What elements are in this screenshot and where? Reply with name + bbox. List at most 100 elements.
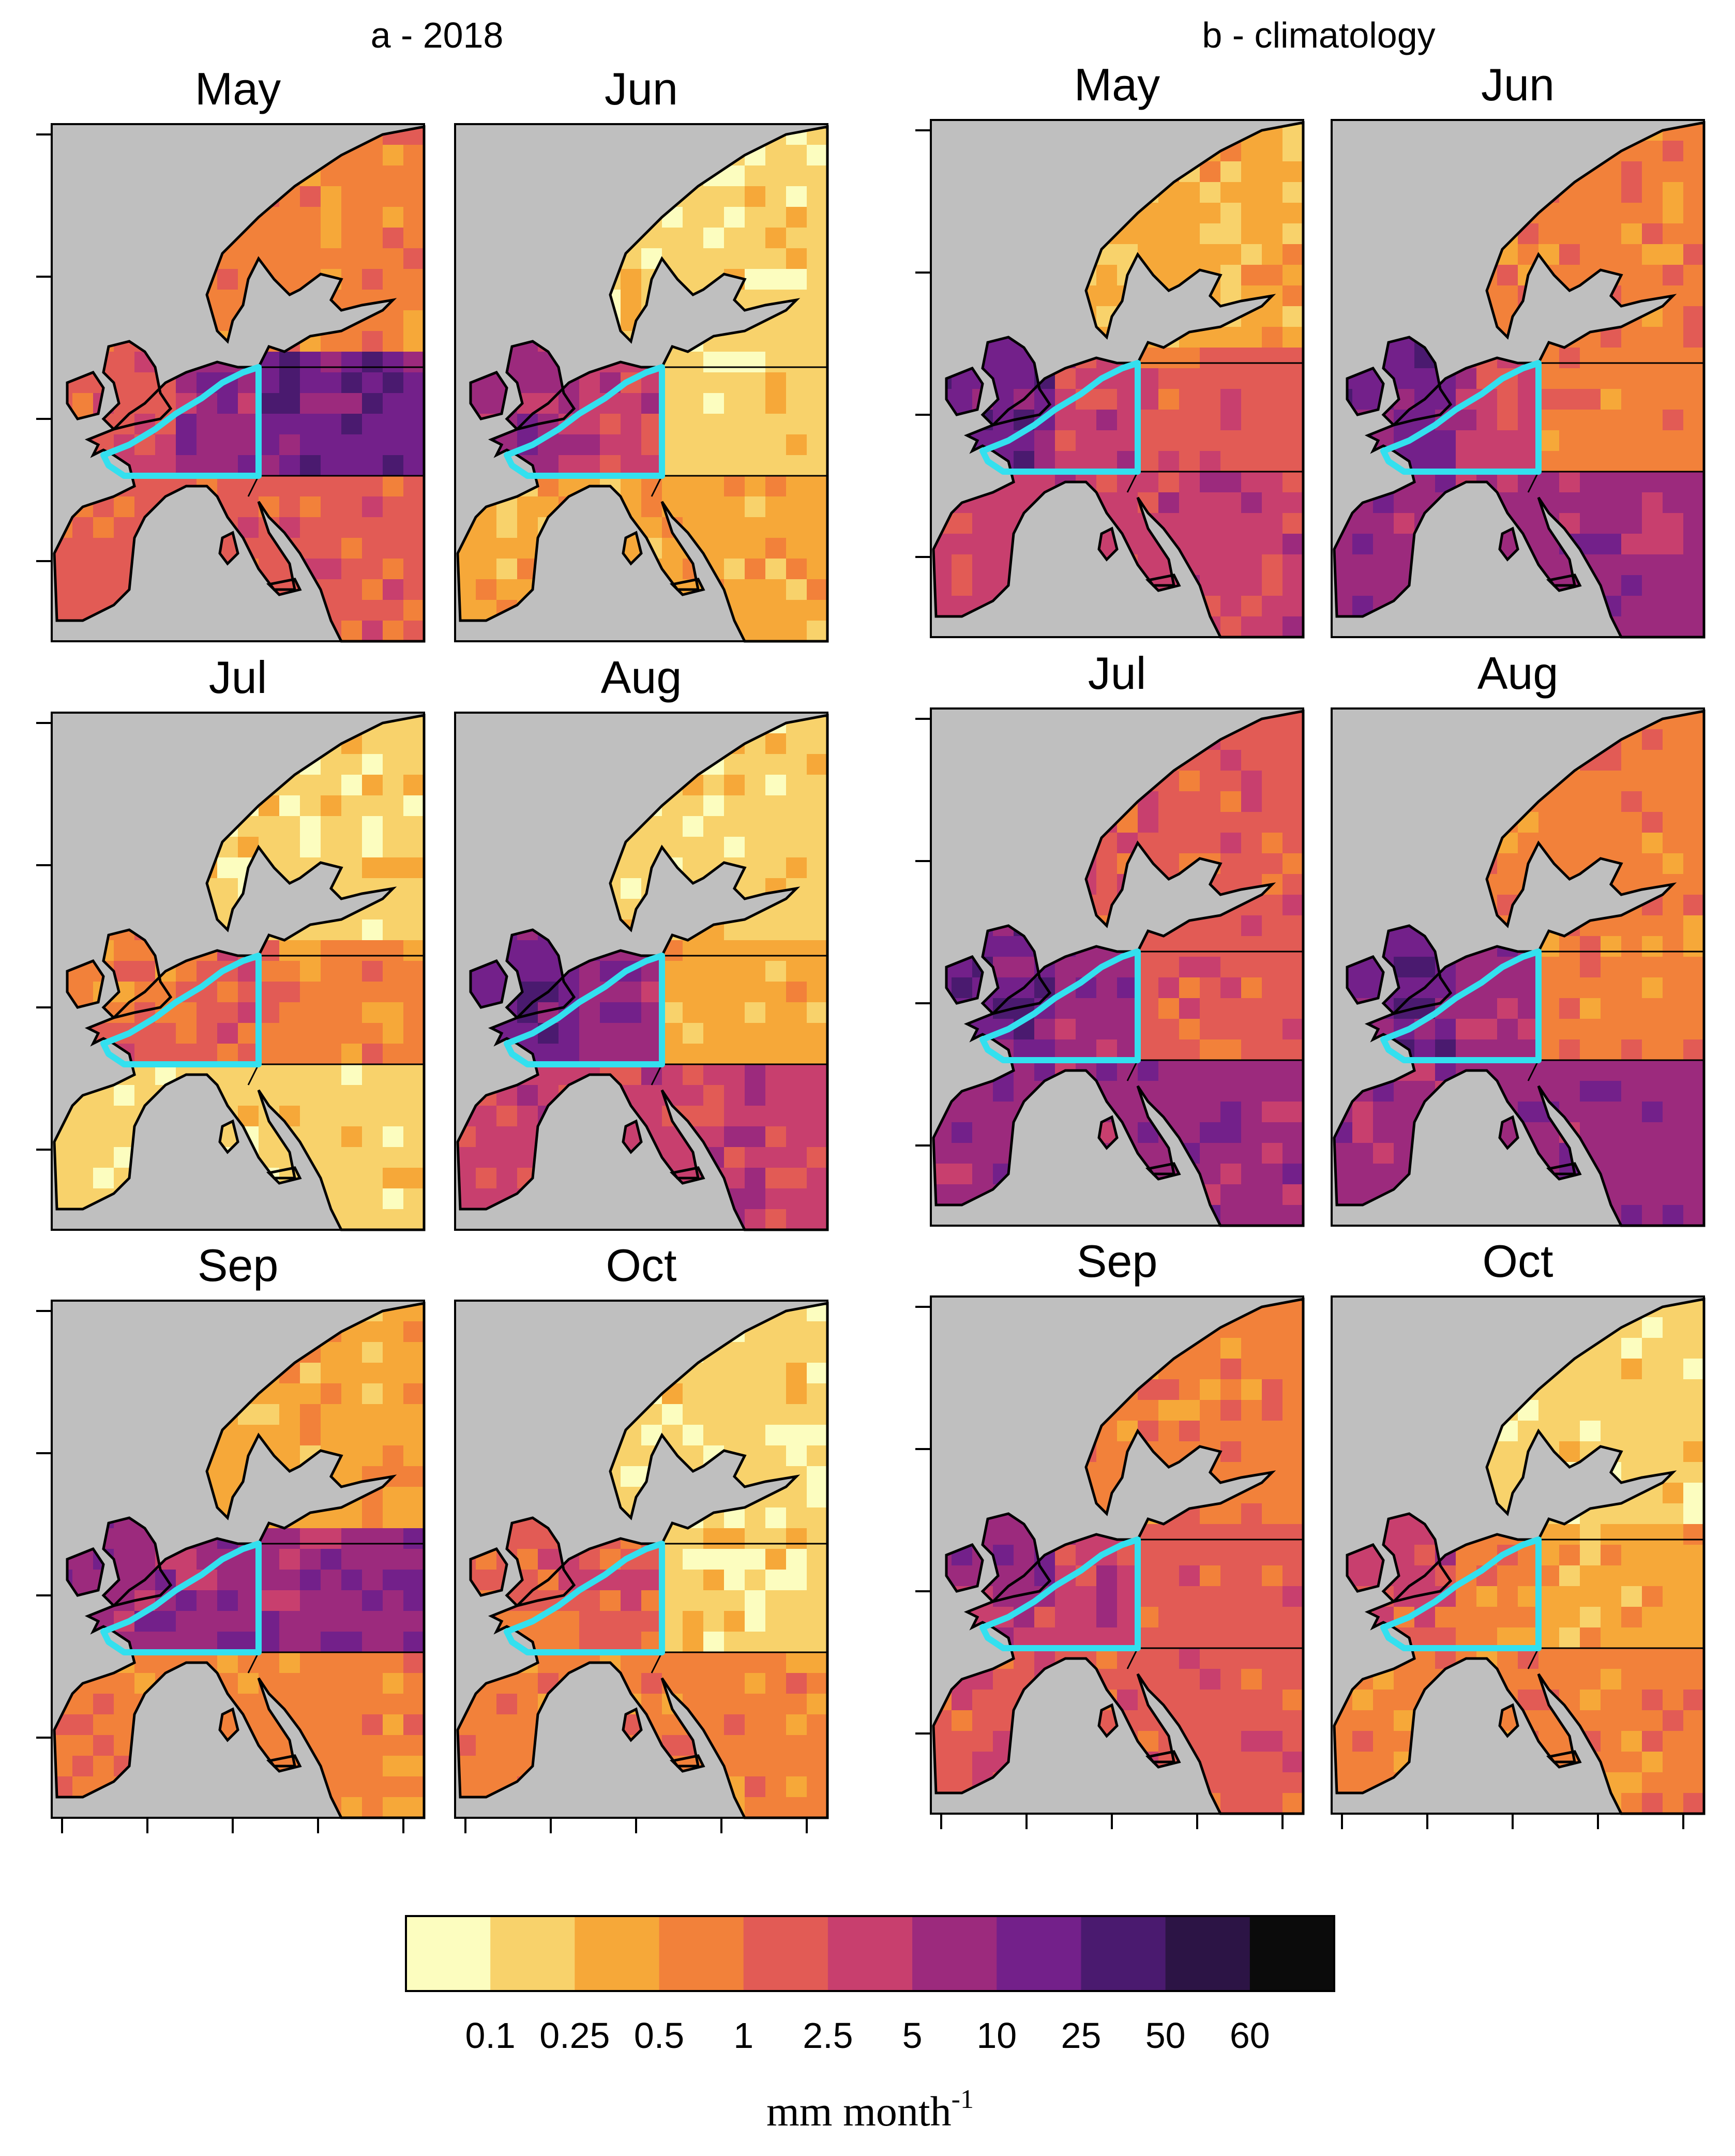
- grid-cell: [362, 1528, 383, 1549]
- grid-cell: [683, 1652, 704, 1673]
- grid-cell: [383, 775, 404, 796]
- grid-cell: [683, 1673, 704, 1694]
- grid-cell: [1220, 915, 1242, 937]
- grid-cell: [1117, 389, 1138, 410]
- grid-cell: [641, 1673, 662, 1694]
- grid-cell: [403, 1168, 424, 1189]
- grid-cell: [1179, 182, 1200, 203]
- grid-cell: [383, 496, 404, 518]
- grid-cell: [972, 575, 993, 596]
- grid-cell: [786, 795, 807, 817]
- grid-cell: [1559, 348, 1580, 369]
- grid-cell: [703, 1044, 725, 1065]
- grid-cell: [1580, 977, 1601, 999]
- grid-cell: [496, 1735, 518, 1756]
- grid-cell: [1262, 1143, 1283, 1164]
- grid-cell: [362, 1044, 383, 1065]
- grid-cell: [476, 1570, 497, 1591]
- grid-cell: [786, 754, 807, 775]
- grid-cell: [1262, 1400, 1283, 1421]
- grid-cell: [134, 1064, 156, 1085]
- grid-cell: [703, 434, 725, 456]
- grid-cell: [703, 393, 725, 414]
- grid-cell: [1179, 451, 1200, 472]
- grid-cell: [1262, 616, 1283, 637]
- grid-cell: [724, 186, 745, 207]
- grid-cell: [197, 1632, 218, 1653]
- grid-cell: [724, 1342, 745, 1363]
- region-outline: [979, 360, 1141, 475]
- grid-cell: [683, 1002, 704, 1023]
- grid-cell: [1283, 1379, 1303, 1400]
- grid-cell: [279, 1023, 300, 1044]
- grid-cell: [807, 1673, 827, 1694]
- grid-cell: [259, 393, 280, 414]
- grid-cell: [1538, 451, 1560, 472]
- grid-cell: [1200, 451, 1221, 472]
- grid-cell: [807, 434, 827, 456]
- grid-cell: [683, 1383, 704, 1405]
- grid-cell: [786, 1342, 807, 1363]
- grid-cell: [1262, 368, 1283, 389]
- grid-cell: [279, 1002, 300, 1023]
- grid-cell: [786, 1168, 807, 1189]
- grid-cell: [745, 414, 766, 435]
- grid-cell: [1200, 223, 1221, 245]
- grid-cell: [1200, 492, 1221, 514]
- grid-cell: [238, 1570, 259, 1591]
- grid-cell: [321, 228, 342, 249]
- grid-cell: [134, 1632, 156, 1653]
- grid-cell: [383, 899, 404, 920]
- grid-cell: [1642, 771, 1663, 792]
- grid-cell: [134, 1549, 156, 1570]
- grid-cell: [1200, 1143, 1221, 1164]
- grid-cell: [1200, 534, 1221, 555]
- grid-cell: [1262, 223, 1283, 245]
- grid-cell: [786, 248, 807, 269]
- grid-cell: [362, 1652, 383, 1673]
- grid-cell: [1179, 1607, 1200, 1628]
- grid-cell: [403, 1064, 424, 1085]
- grid-cell: [1179, 998, 1200, 1019]
- grid-cell: [1179, 1524, 1200, 1545]
- grid-cell: [341, 1044, 363, 1065]
- grid-cell: [1055, 1607, 1076, 1628]
- grid-cell: [341, 1694, 363, 1715]
- grid-cell: [724, 1570, 745, 1591]
- grid-cell: [383, 1085, 404, 1106]
- grid-cell: [1683, 182, 1704, 203]
- grid-cell: [383, 434, 404, 456]
- grid-cell: [1642, 244, 1663, 265]
- grid-cell: [362, 517, 383, 538]
- grid-cell: [341, 1383, 363, 1405]
- grid-cell: [807, 1168, 827, 1189]
- grid-cell: [1158, 1648, 1180, 1669]
- grid-cell: [641, 1590, 662, 1611]
- grid-cell: [1262, 750, 1283, 771]
- grid-cell: [1283, 1143, 1303, 1164]
- grid-cell: [476, 559, 497, 580]
- grid-cell: [458, 1168, 476, 1189]
- grid-cell: [1158, 430, 1180, 451]
- grid-cell: [1158, 1379, 1180, 1400]
- grid-cell: [745, 496, 766, 518]
- grid-cell: [1476, 998, 1498, 1019]
- grid-cell: [1158, 203, 1180, 224]
- grid-cell: [383, 1756, 404, 1777]
- grid-cell: [1262, 771, 1283, 792]
- grid-cell: [621, 393, 642, 414]
- grid-cell: [1621, 1143, 1642, 1164]
- grid-cell: [341, 1776, 363, 1798]
- grid-cell: [745, 1064, 766, 1085]
- grid-cell: [496, 1106, 518, 1127]
- grid-cell: [1621, 791, 1642, 812]
- grid-cell: [683, 1425, 704, 1446]
- grid-cell: [807, 1363, 827, 1384]
- grid-cell: [383, 1611, 404, 1632]
- grid-cell: [362, 248, 383, 269]
- grid-cell: [341, 795, 363, 817]
- grid-cell: [300, 434, 321, 456]
- grid-cell: [1096, 265, 1118, 286]
- grid-cell: [458, 1735, 476, 1756]
- grid-cell: [517, 538, 538, 559]
